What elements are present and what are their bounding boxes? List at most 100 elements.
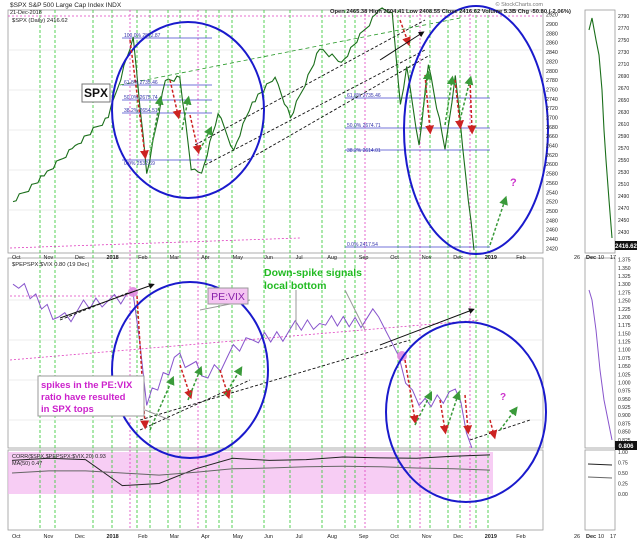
price-panel-label: $SPX (Daily) 2416.62: [12, 18, 68, 24]
month-label: Sep: [359, 534, 369, 540]
month-label: Oct: [12, 534, 21, 540]
pink-dotted-lines: [8, 15, 543, 361]
inset-spx-line: [588, 17, 613, 239]
month-label: Mar: [170, 255, 180, 261]
month-label: 2019: [485, 534, 497, 540]
month-label: Apr: [201, 255, 210, 261]
inset-month-label: 10: [598, 534, 604, 540]
inset-price-tick-label: 2790: [618, 14, 629, 20]
header-ohlc: Open 2465.38 High 2504.41 Low 2408.55 Cl…: [330, 9, 571, 15]
month-label: Jun: [264, 534, 273, 540]
inset-price-tick-label: 2570: [618, 146, 629, 152]
pevix-label: PE:VIX: [211, 291, 245, 303]
header-watermark: © StockCharts.com: [496, 1, 544, 8]
fib-left-label: 61.8% 2735.46: [124, 80, 158, 86]
ratio-tick-label: 1.250: [618, 299, 631, 305]
month-label: Jul: [296, 255, 303, 261]
month-label: Jun: [264, 255, 273, 261]
price-tick-label: 2580: [546, 172, 558, 178]
spikes-annotation-line1: spikes in the PE:VIX: [41, 380, 133, 391]
inset-month-label: 17: [610, 534, 616, 540]
price-tick-label: 2640: [546, 144, 558, 150]
corr-tick-label: 0.75: [618, 461, 628, 467]
price-tick-label: 2920: [546, 13, 558, 19]
fib-right-labels: 61.8% 2735.46 50.0% 2674.71 38.2% 2614.01 0…: [347, 93, 381, 248]
inset-month-label: 10: [598, 255, 604, 261]
header-date: 21-Dec-2018: [10, 10, 42, 16]
correlation-line: [11, 454, 491, 487]
price-last-value: 2416.62: [615, 244, 637, 250]
month-axis-labels-price: Oct Nov Dec 2018 Feb Mar Apr May Jun Jul Aug Sep Oct…: [12, 255, 526, 261]
month-label: Oct: [390, 255, 399, 261]
inset-price-tick-label: 2450: [618, 218, 629, 224]
ratio-tick-label: 1.325: [618, 274, 631, 280]
black-arrows: [59, 31, 475, 346]
ratio-tick-label: 1.125: [618, 340, 631, 346]
inset-price-tick-label: 2750: [618, 38, 629, 44]
corr-tick-label: 0.50: [618, 471, 628, 477]
ratio-axis-ticks: 1.375 1.350 1.325 1.300 1.275 1.250 1.225 1.200…: [618, 258, 631, 444]
downspike-annotation-line1: Down-spike signals: [264, 267, 362, 279]
corr-panel-label: CORR($SPX,$PEPSPX:$VIX,20) 0.93: [12, 454, 106, 460]
ratio-question-mark: ?: [500, 392, 506, 403]
fib-right-label: 50.0% 2674.71: [347, 123, 381, 129]
month-label: Sep: [359, 255, 369, 261]
month-label: Feb: [138, 534, 147, 540]
month-label: 2019: [485, 255, 497, 261]
ratio-tick-label: 0.900: [618, 413, 631, 419]
ratio-tick-label: 1.225: [618, 307, 631, 313]
inset-month-label: 17: [610, 255, 616, 261]
month-label: Dec: [75, 255, 85, 261]
ratio-tick-label: 0.850: [618, 430, 631, 436]
up-arrows: [149, 70, 518, 431]
month-label: Dec: [75, 534, 85, 540]
month-label: 2018: [107, 534, 119, 540]
price-tick-label: 2820: [546, 59, 558, 65]
downspike-annotation-line2: local bottom: [264, 280, 326, 292]
price-tick-label: 2880: [546, 31, 558, 37]
ratio-tick-label: 0.950: [618, 397, 631, 403]
header-symbol: $SPX S&P 500 Large Cap Index INDX: [10, 2, 122, 9]
price-tick-label: 2740: [546, 97, 558, 103]
inset-corr-line: [587, 463, 613, 466]
price-tick-label: 2560: [546, 181, 558, 187]
ratio-tick-label: 1.050: [618, 364, 631, 370]
inset-price-tick-label: 2770: [618, 26, 629, 32]
price-tick-label: 2620: [546, 153, 558, 159]
corr-axis-ticks: 1.00 0.75 0.50 0.25 0.00: [618, 450, 628, 498]
price-tick-label: 2720: [546, 106, 558, 112]
month-label: Nov: [422, 255, 432, 261]
price-tick-label: 2480: [546, 218, 558, 224]
inset-ratio-line: [588, 289, 613, 441]
inset-price-tick-label: 2690: [618, 74, 629, 80]
price-tick-label: 2660: [546, 134, 558, 140]
corr-tick-label: 1.00: [618, 450, 628, 456]
inset-price-tick-label: 2530: [618, 170, 629, 176]
inset-price-tick-label: 2470: [618, 206, 629, 212]
month-label: Jul: [296, 534, 303, 540]
month-label: Mar: [170, 534, 180, 540]
price-tick-label: 2860: [546, 41, 558, 47]
price-tick-label: 2600: [546, 162, 558, 168]
price-tick-label: 2440: [546, 237, 558, 243]
ratio-last-badge: [615, 441, 637, 450]
price-axis-ticks: 2920 2900 2880 2860 2840 2820 2800 2780 2760 2740…: [546, 13, 558, 253]
ratio-panel-label: $PEPSPX:$VIX 0.80 (19 Dec): [12, 262, 89, 268]
ratio-tick-label: 1.075: [618, 356, 631, 362]
fib-left-labels: 100.0% 2872.87 61.8% 2735.46 50.0% 2675.74…: [124, 33, 161, 167]
price-tick-label: 2420: [546, 246, 558, 252]
spikes-annotation-box: [37, 375, 145, 417]
month-label: Nov: [44, 534, 54, 540]
spx-label: SPX: [84, 86, 108, 100]
spikes-annotation-line2: ratio have resulted: [41, 392, 126, 403]
price-tick-label: 2800: [546, 69, 558, 75]
inset-price-tick-label: 2650: [618, 98, 629, 104]
fib-right-label: 61.8% 2735.46: [347, 93, 381, 99]
corr-tick-label: 0.25: [618, 482, 628, 488]
fib-left-label: 50.0% 2675.74: [124, 95, 158, 101]
ratio-tick-label: 1.300: [618, 282, 631, 288]
ratio-tick-label: 1.350: [618, 266, 631, 272]
price-question-mark: ?: [510, 177, 517, 189]
inset-price-tick-label: 2590: [618, 134, 629, 140]
